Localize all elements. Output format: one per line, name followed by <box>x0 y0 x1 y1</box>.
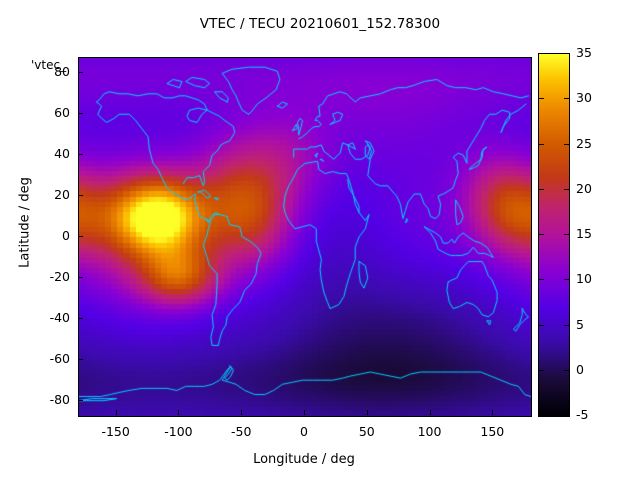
x-axis-tick-label: -150 <box>101 424 130 439</box>
x-axis-tick-label: 150 <box>480 424 505 439</box>
colorbar-tick-mark <box>564 234 569 235</box>
y-axis-tick-label: 40 <box>54 146 70 162</box>
colorbar-tick-label: 15 <box>576 226 592 241</box>
y-axis-tick-mark <box>78 113 83 114</box>
colorbar-tick-label: 10 <box>576 271 592 287</box>
colorbar-tick-mark <box>564 189 569 190</box>
colorbar-tick-mark <box>564 144 569 145</box>
colorbar-tick-mark <box>564 279 569 280</box>
coastline-overlay-canvas <box>79 58 531 416</box>
colorbar-tick-mark <box>539 189 544 190</box>
colorbar-tick-mark <box>539 144 544 145</box>
colorbar-tick-mark <box>539 279 544 280</box>
y-axis-tick-label: -20 <box>49 268 70 284</box>
colorbar-tick-mark <box>564 98 569 99</box>
y-axis-tick-label: -80 <box>49 391 70 407</box>
x-axis-tick-mark <box>430 410 431 415</box>
y-axis-tick-label: 20 <box>54 187 70 203</box>
colorbar-tick-label: 35 <box>576 45 592 60</box>
colorbar-tick-label: -5 <box>576 407 589 422</box>
colorbar-tick-mark <box>564 325 569 326</box>
x-axis-tick-label: -100 <box>164 424 193 439</box>
x-axis-tick-mark <box>492 410 493 415</box>
y-axis-tick-mark <box>78 72 83 73</box>
y-axis-title: Latitude / deg <box>17 177 33 268</box>
y-axis-tick-mark <box>78 277 83 278</box>
colorbar-tick-label: 5 <box>576 316 584 332</box>
x-axis-tick-mark <box>241 410 242 415</box>
y-axis-tick-label: -60 <box>49 350 70 366</box>
colorbar-tick-mark <box>539 325 544 326</box>
y-axis-tick-mark <box>78 359 83 360</box>
colorbar-tick-mark <box>539 370 544 371</box>
x-axis-title: Longitude / deg <box>253 452 355 467</box>
colorbar-tick-label: 30 <box>576 90 592 106</box>
y-axis-tick-label: 80 <box>54 64 70 80</box>
colorbar-tick-mark <box>564 370 569 371</box>
x-axis-tick-label: 50 <box>358 424 375 439</box>
x-axis-tick-mark <box>367 410 368 415</box>
colorbar <box>538 53 570 417</box>
colorbar-tick-mark <box>539 98 544 99</box>
y-axis-tick-mark <box>78 195 83 196</box>
x-axis-tick-label: 0 <box>300 424 308 439</box>
x-axis-tick-mark <box>304 410 305 415</box>
colorbar-tick-label: 25 <box>576 135 592 151</box>
y-axis-tick-label: 0 <box>62 228 70 243</box>
colorbar-tick-label: 20 <box>576 180 592 196</box>
y-axis-tick-label: 60 <box>54 105 70 121</box>
vtec-map-plot <box>78 57 532 417</box>
y-axis-tick-label: -40 <box>49 309 70 325</box>
y-axis-tick-mark <box>78 236 83 237</box>
colorbar-tick-mark <box>539 234 544 235</box>
x-axis-tick-mark <box>178 410 179 415</box>
vtec-corner-tag: 'vtec_ <box>31 58 67 72</box>
y-axis-tick-mark <box>78 400 83 401</box>
colorbar-tick-label: 0 <box>576 361 584 377</box>
x-axis-tick-mark <box>116 410 117 415</box>
x-axis-tick-label: -50 <box>231 424 252 439</box>
x-axis-tick-label: 100 <box>417 424 442 439</box>
y-axis-tick-mark <box>78 318 83 319</box>
colorbar-gradient-canvas <box>539 54 569 416</box>
page-title: VTEC / TECU 20210601_152.78300 <box>199 16 441 32</box>
y-axis-tick-mark <box>78 154 83 155</box>
